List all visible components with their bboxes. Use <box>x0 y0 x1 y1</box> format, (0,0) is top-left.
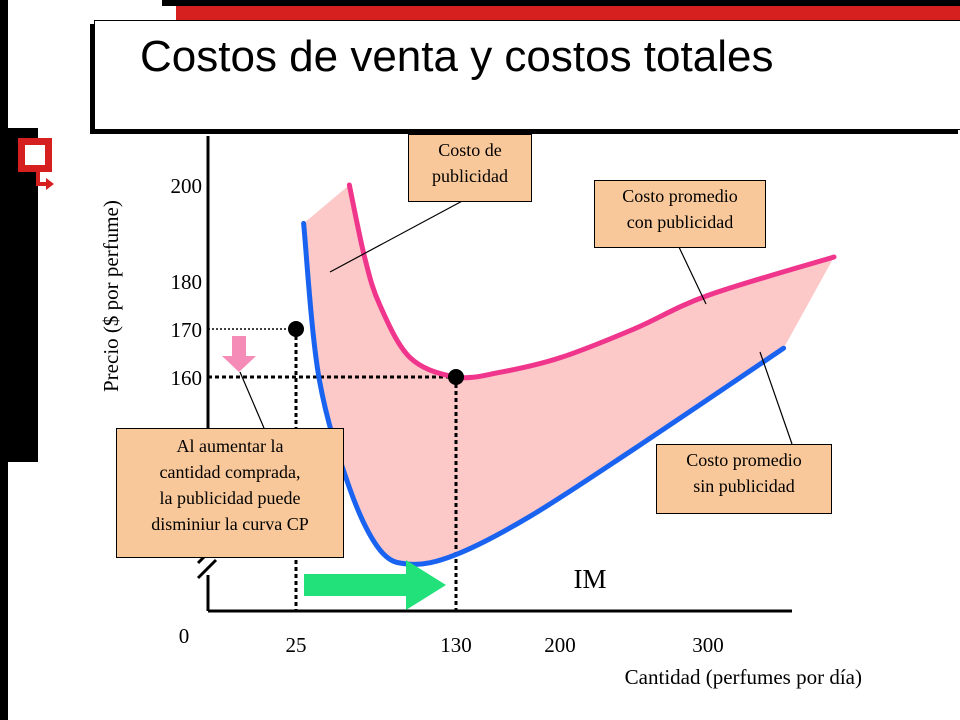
callout-note-line: disminiur la curva CP <box>151 514 309 534</box>
leader-line <box>329 198 467 273</box>
down-arrow-icon <box>222 336 256 372</box>
data-point <box>448 369 464 385</box>
callout-note-line: la publicidad puede <box>159 488 301 508</box>
callout-note: Al aumentar la cantidad comprada, la pub… <box>116 428 344 558</box>
callout-avg-without-ads-line: sin publicidad <box>693 476 795 496</box>
x-tick-label: 25 <box>286 633 307 657</box>
x-tick-label: 130 <box>440 633 472 657</box>
leader-line <box>677 244 707 305</box>
x-tick-label: 300 <box>692 633 724 657</box>
slide-left-shadow <box>8 128 38 462</box>
title-accent-bar <box>176 6 960 20</box>
leader-line <box>759 351 793 445</box>
callout-note-line: Al aumentar la <box>176 436 284 456</box>
curve-with-ads <box>346 182 837 381</box>
y-tick-label: 200 <box>171 174 203 198</box>
im-label: IM <box>574 564 607 594</box>
y-axis-label: Precio ($ por perfume) <box>99 200 123 392</box>
callout-ad-cost-line: Costo de <box>438 140 502 160</box>
x-tick-label: 0 <box>179 624 190 648</box>
y-tick-label: 180 <box>171 270 203 294</box>
callout-ad-cost: Costo de publicidad <box>408 134 532 202</box>
callout-note-line: cantidad comprada, <box>159 462 301 482</box>
axis-break-mark <box>196 558 218 580</box>
slide-left-border <box>0 0 8 720</box>
slide-bullet-icon <box>18 138 54 190</box>
callout-avg-with-ads-line: con publicidad <box>626 212 734 232</box>
title-box <box>94 20 960 130</box>
y-tick-label: 160 <box>171 366 203 390</box>
y-tick-label: 170 <box>171 318 203 342</box>
callout-avg-without-ads-line: Costo promedio <box>686 450 802 470</box>
right-arrow-icon <box>304 560 446 610</box>
callout-avg-with-ads-line: Costo promedio <box>622 186 738 206</box>
x-tick-label: 200 <box>544 633 576 657</box>
ad-cost-area <box>303 185 835 565</box>
title-top-strip <box>162 0 960 6</box>
callout-avg-without-ads: Costo promedio sin publicidad <box>656 444 832 514</box>
x-axis-label: Cantidad (perfumes por día) <box>625 665 862 689</box>
callout-ad-cost-line: publicidad <box>432 166 508 186</box>
leader-line <box>239 371 265 429</box>
slide-title: Costos de venta y costos totales <box>140 32 774 81</box>
data-point <box>288 321 304 337</box>
callout-avg-with-ads: Costo promedio con publicidad <box>594 180 766 248</box>
